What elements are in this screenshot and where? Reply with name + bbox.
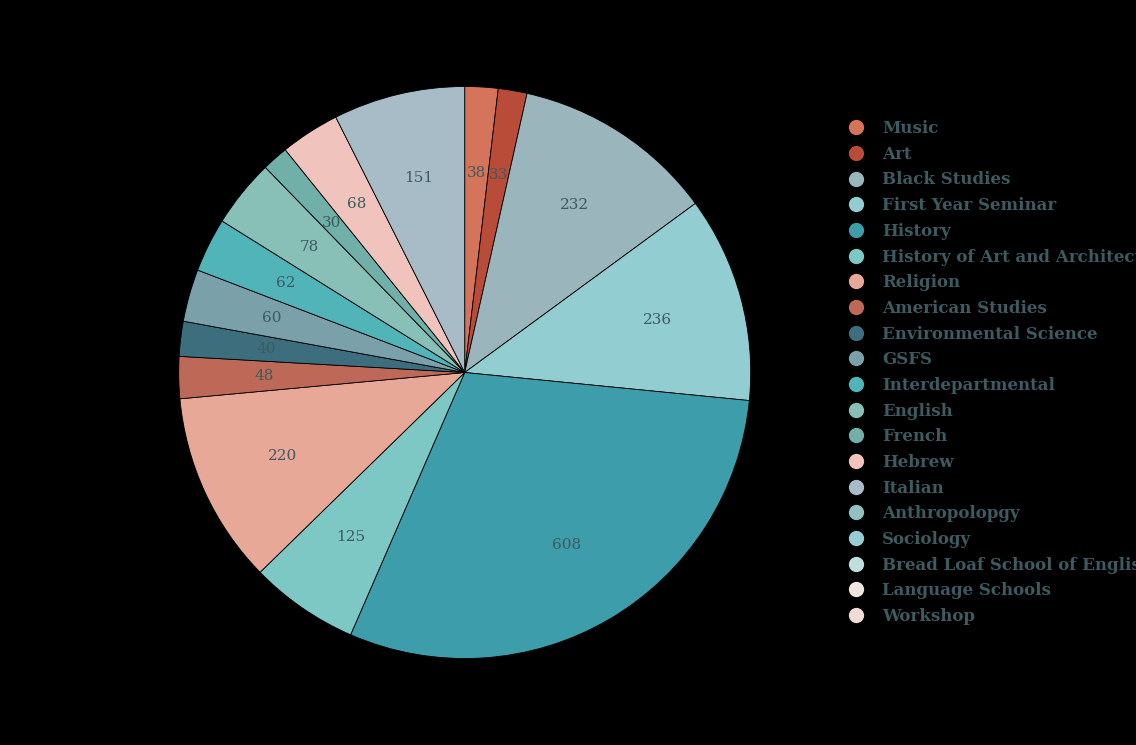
Wedge shape xyxy=(183,270,465,372)
Text: 33: 33 xyxy=(488,168,508,182)
Text: 236: 236 xyxy=(643,313,673,326)
Wedge shape xyxy=(336,86,465,372)
Text: 78: 78 xyxy=(299,240,318,254)
Text: 30: 30 xyxy=(323,215,342,229)
Wedge shape xyxy=(351,372,750,659)
Text: 220: 220 xyxy=(268,449,298,463)
Text: 608: 608 xyxy=(552,538,580,552)
Legend: Music, Art, Black Studies, First Year Seminar, History, History of Art and Archi: Music, Art, Black Studies, First Year Se… xyxy=(830,112,1136,633)
Wedge shape xyxy=(465,89,527,372)
Wedge shape xyxy=(179,321,465,372)
Wedge shape xyxy=(465,93,695,372)
Text: 62: 62 xyxy=(276,276,295,291)
Wedge shape xyxy=(198,221,465,372)
Text: 232: 232 xyxy=(560,198,588,212)
Wedge shape xyxy=(266,150,465,372)
Text: 48: 48 xyxy=(254,369,274,383)
Text: 40: 40 xyxy=(256,342,276,356)
Wedge shape xyxy=(285,117,465,372)
Text: 125: 125 xyxy=(336,530,366,545)
Wedge shape xyxy=(260,372,465,635)
Text: 151: 151 xyxy=(403,171,433,185)
Wedge shape xyxy=(465,203,751,401)
Wedge shape xyxy=(223,168,465,372)
Text: 60: 60 xyxy=(262,311,282,326)
Text: 38: 38 xyxy=(467,165,486,180)
Text: 68: 68 xyxy=(346,197,366,212)
Wedge shape xyxy=(465,86,499,372)
Wedge shape xyxy=(178,356,465,399)
Wedge shape xyxy=(179,372,465,572)
